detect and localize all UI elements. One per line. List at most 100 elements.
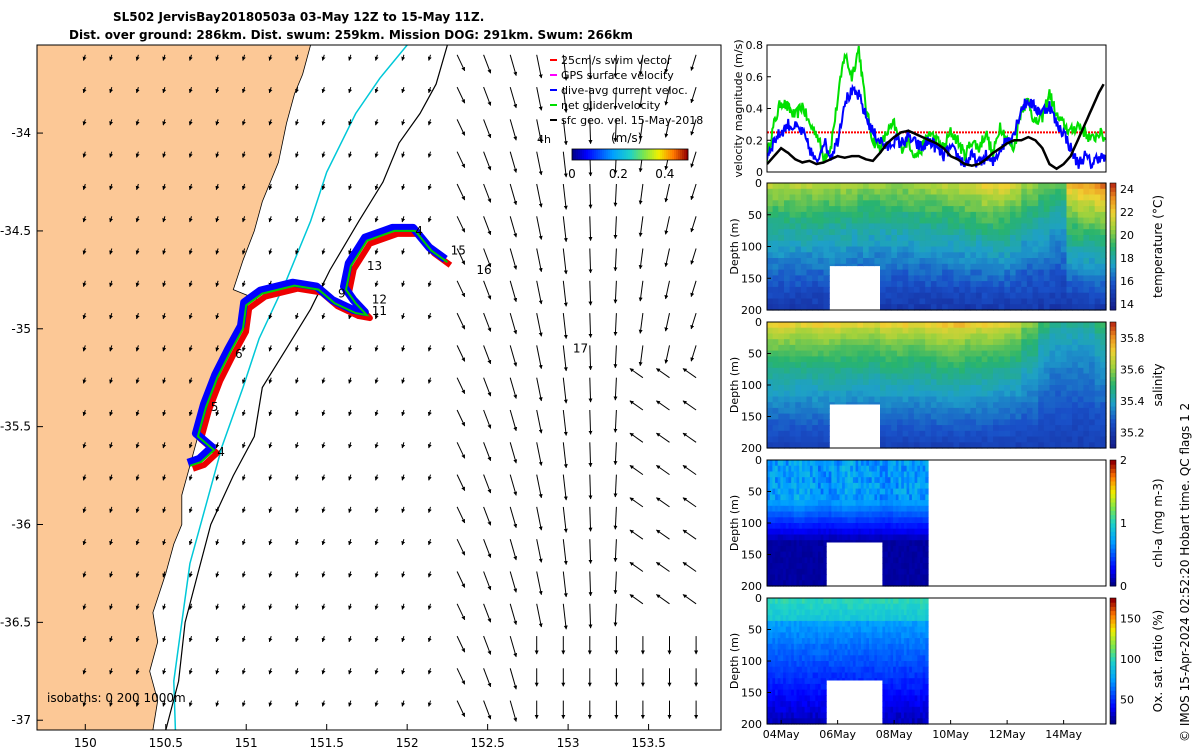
heat-cell [799,609,803,616]
heat-cell [1049,333,1056,340]
current-vector [348,571,353,578]
heat-cell [1043,275,1051,282]
heat-cell [964,419,972,426]
heat-cell [868,390,875,397]
heat-cell [863,477,867,484]
heat-cell [970,200,977,207]
heat-cell [901,505,905,513]
current-vector [321,119,326,126]
heat-cell [842,505,846,513]
heat-cell [913,292,921,300]
heat-cell [863,194,870,201]
heat-cell [1026,211,1034,219]
heat-cell [917,568,921,576]
heat-cell [902,333,909,340]
heat-cell [785,609,790,616]
heat-cell [785,632,790,639]
heat-cell [823,557,827,564]
heat-cell [1089,367,1096,375]
current-vector [188,603,193,610]
heat-cell [775,568,779,576]
heat-cell [1026,436,1034,443]
heat-cell [925,286,932,294]
heat-cell [925,580,929,587]
heat-cell [850,460,854,467]
heat-cell [806,356,813,363]
heat-cell [793,695,798,702]
heat-cell [993,258,1000,265]
heat-cell [925,500,929,507]
heat-cell [909,545,913,553]
heat-cell [857,367,864,375]
heat-cell [947,333,955,340]
heat-cell [953,223,960,230]
heat-cell [964,235,972,242]
heat-cell [769,460,773,467]
heat-cell [842,517,846,524]
heat-cell [850,477,854,484]
heat-cell [852,505,857,513]
heat-cell [891,286,898,294]
heat-cell [1072,419,1079,426]
heat-cell [1072,402,1079,409]
heat-cell [936,362,943,369]
colorbar-cell [606,149,609,160]
heat-cell [767,505,771,513]
heat-cell [823,718,827,725]
heat-cell [823,609,827,616]
heat-cell [1015,425,1022,432]
heat-cell [778,188,785,196]
current-vector [656,497,670,508]
current-vector [588,54,593,80]
heat-cell [804,649,808,656]
heat-cell [815,545,819,553]
heat-cell [930,286,938,294]
heat-cell [959,419,966,426]
current-vector [295,345,299,352]
heat-cell [820,482,824,490]
heat-cell [807,615,811,622]
current-vector [348,539,353,546]
heat-cell [857,350,864,357]
heat-cell [879,528,883,535]
heat-cell [1100,327,1107,334]
heat-cell [780,718,784,725]
heat-cell [903,540,908,547]
heat-cell [823,407,830,415]
heat-cell [895,557,900,564]
colorbar-cell [682,149,685,160]
heat-cell [919,333,926,340]
heat-cell [1026,327,1034,334]
heat-cell [930,258,938,265]
heat-cell [874,327,881,334]
heat-cell [1072,304,1079,311]
heat-cell [1100,240,1107,248]
heat-cell [903,563,908,570]
heat-cell [874,223,881,230]
heat-cell [964,258,972,265]
current-vector [188,377,193,384]
heat-cell [806,229,813,236]
heat-cell [807,580,811,587]
heat-cell [796,568,800,576]
heat-cell [796,649,800,656]
heat-cell [789,217,796,224]
heat-cell [777,557,781,564]
heat-cell [852,523,857,530]
heat-cell [993,188,1000,196]
heat-cell [1015,442,1022,449]
heat-cell [857,183,864,190]
heat-cell [793,551,798,558]
heat-cell [1083,327,1090,334]
heat-cell [930,373,938,380]
heat-cell [800,235,808,242]
heat-cell [891,258,898,265]
heat-cell [817,258,825,265]
heat-cell [1015,200,1022,207]
heat-cell [783,511,787,518]
current-vector [109,377,114,384]
heat-cell [815,706,819,714]
heat-cell [793,523,798,530]
heat-cell [851,223,859,230]
heat-cell [914,534,918,541]
